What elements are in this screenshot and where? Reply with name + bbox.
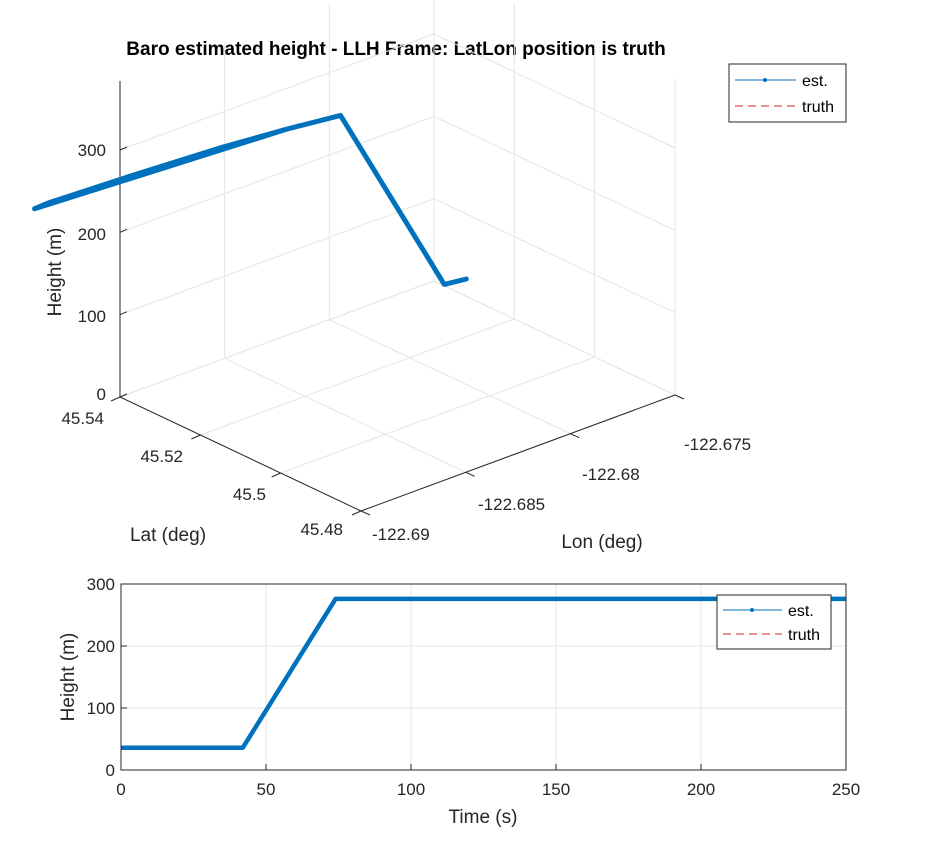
grid-line (200, 318, 515, 436)
plot3d-series (32, 112, 469, 287)
series-line-est (32, 112, 469, 287)
axis-line (271, 472, 281, 478)
axis-line (360, 394, 676, 512)
lon-tick-label: -122.68 (582, 465, 640, 484)
y-tick-label: 300 (87, 575, 115, 594)
axis-line (110, 396, 121, 402)
legend-est-label: est. (802, 73, 828, 90)
axis-line (191, 434, 201, 440)
plot2d-ticks: 0 50 100 150 200 250 0 100 200 300 (87, 575, 861, 799)
axis-line (119, 228, 128, 233)
legend-est-marker (763, 78, 767, 82)
z-axis-label: Height (m) (45, 228, 66, 317)
lat-tick-label: 45.48 (300, 520, 343, 539)
lat-axis-label: Lat (deg) (130, 525, 206, 546)
axis-line (119, 146, 128, 151)
grid-line (119, 115, 435, 233)
legend-est-marker (750, 608, 754, 612)
plot2d-legend: est. truth (716, 594, 832, 650)
plot2d-frame (120, 583, 847, 771)
grid-line (433, 33, 676, 149)
axis-line (570, 433, 580, 439)
plot3d-axes (110, 80, 685, 516)
lon-axis-label: Lon (deg) (561, 532, 642, 553)
grid-line (329, 319, 571, 435)
grid-line (280, 356, 595, 474)
plot3d-grid (119, 0, 676, 512)
axis-line (465, 471, 475, 477)
legend-truth-label: truth (802, 99, 834, 116)
y-tick-label: 200 (87, 637, 115, 656)
y-axis-label: Height (m) (58, 633, 79, 722)
z-tick-label: 100 (78, 307, 106, 326)
x-tick-label: 200 (687, 780, 715, 799)
legend-truth-label: truth (788, 627, 820, 644)
x-tick-label: 250 (832, 780, 860, 799)
x-tick-label: 0 (116, 780, 125, 799)
grid-line (433, 198, 676, 314)
y-tick-label: 0 (106, 761, 115, 780)
plot3d-legend: est. truth (728, 63, 847, 123)
grid-line (119, 198, 435, 316)
z-tick-label: 0 (97, 385, 106, 404)
z-tick-label: 200 (78, 225, 106, 244)
plot2d-series (121, 596, 846, 750)
legend-est-label: est. (788, 603, 814, 620)
axis-line (351, 510, 362, 516)
plot2d: 0 50 100 150 200 250 0 100 200 300 Time (s) Heigh… (58, 575, 860, 828)
lon-tick-label: -122.685 (478, 495, 545, 514)
grid-line (224, 357, 466, 473)
x-tick-label: 50 (257, 780, 276, 799)
lat-tick-label: 45.52 (140, 447, 183, 466)
axis-line (360, 510, 371, 516)
legend-box (716, 594, 832, 650)
grid-line (119, 33, 435, 151)
plot3d: Baro estimated height - LLH Frame: LatLo… (32, 0, 847, 553)
axis-line (119, 396, 362, 512)
grid-line (119, 280, 435, 398)
x-tick-label: 100 (397, 780, 425, 799)
lon-tick-label: -122.69 (372, 525, 430, 544)
z-tick-label: 300 (78, 141, 106, 160)
x-axis-label: Time (s) (449, 807, 518, 828)
grid-line (433, 280, 676, 396)
series-line-est (121, 596, 846, 750)
axis-line (674, 394, 685, 400)
y-tick-label: 100 (87, 699, 115, 718)
x-tick-label: 150 (542, 780, 570, 799)
grid-line (433, 115, 676, 231)
axis-line (119, 393, 128, 398)
axis-line (119, 311, 128, 316)
legend-box (728, 63, 847, 123)
lon-tick-label: -122.675 (684, 435, 751, 454)
lat-tick-label: 45.5 (233, 485, 266, 504)
plot3d-title: Baro estimated height - LLH Frame: LatLo… (126, 39, 665, 60)
lat-tick-label: 45.54 (61, 409, 104, 428)
